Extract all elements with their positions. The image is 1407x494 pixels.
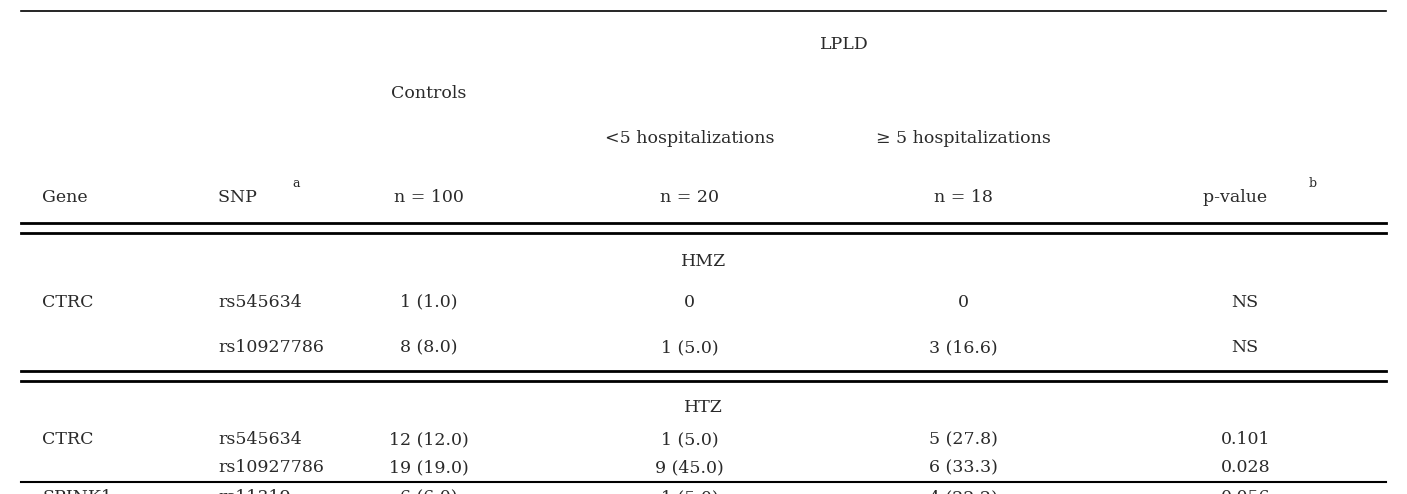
Text: 6 (6.0): 6 (6.0)	[401, 490, 457, 494]
Text: 1 (1.0): 1 (1.0)	[401, 294, 457, 311]
Text: rs545634: rs545634	[218, 431, 303, 448]
Text: 1 (5.0): 1 (5.0)	[661, 490, 718, 494]
Text: 1 (5.0): 1 (5.0)	[661, 339, 718, 356]
Text: 12 (12.0): 12 (12.0)	[390, 431, 469, 448]
Text: Gene: Gene	[42, 189, 87, 206]
Text: b: b	[1309, 177, 1317, 190]
Text: 6 (33.3): 6 (33.3)	[930, 459, 998, 476]
Text: n = 18: n = 18	[934, 189, 993, 206]
Text: SNP: SNP	[218, 189, 263, 206]
Text: <5 hospitalizations: <5 hospitalizations	[605, 130, 774, 147]
Text: rs11319: rs11319	[218, 490, 291, 494]
Text: ≥ 5 hospitalizations: ≥ 5 hospitalizations	[877, 130, 1051, 147]
Text: n = 100: n = 100	[394, 189, 464, 206]
Text: NS: NS	[1231, 294, 1259, 311]
Text: SPINK1: SPINK1	[42, 490, 113, 494]
Text: CTRC: CTRC	[42, 431, 94, 448]
Text: rs10927786: rs10927786	[218, 459, 324, 476]
Text: rs10927786: rs10927786	[218, 339, 324, 356]
Text: NS: NS	[1231, 339, 1259, 356]
Text: 0: 0	[684, 294, 695, 311]
Text: CTRC: CTRC	[42, 294, 94, 311]
Text: 0.056: 0.056	[1220, 490, 1271, 494]
Text: 9 (45.0): 9 (45.0)	[656, 459, 723, 476]
Text: a: a	[293, 177, 300, 190]
Text: LPLD: LPLD	[820, 36, 868, 53]
Text: 5 (27.8): 5 (27.8)	[930, 431, 998, 448]
Text: 3 (16.6): 3 (16.6)	[930, 339, 998, 356]
Text: 0.101: 0.101	[1220, 431, 1271, 448]
Text: HMZ: HMZ	[681, 253, 726, 270]
Text: n = 20: n = 20	[660, 189, 719, 206]
Text: 8 (8.0): 8 (8.0)	[401, 339, 457, 356]
Text: rs545634: rs545634	[218, 294, 303, 311]
Text: Controls: Controls	[391, 85, 467, 102]
Text: 19 (19.0): 19 (19.0)	[390, 459, 469, 476]
Text: p-value: p-value	[1203, 189, 1272, 206]
Text: HTZ: HTZ	[684, 399, 723, 416]
Text: 4 (22.2): 4 (22.2)	[930, 490, 998, 494]
Text: 0: 0	[958, 294, 969, 311]
Text: 1 (5.0): 1 (5.0)	[661, 431, 718, 448]
Text: 0.028: 0.028	[1220, 459, 1271, 476]
